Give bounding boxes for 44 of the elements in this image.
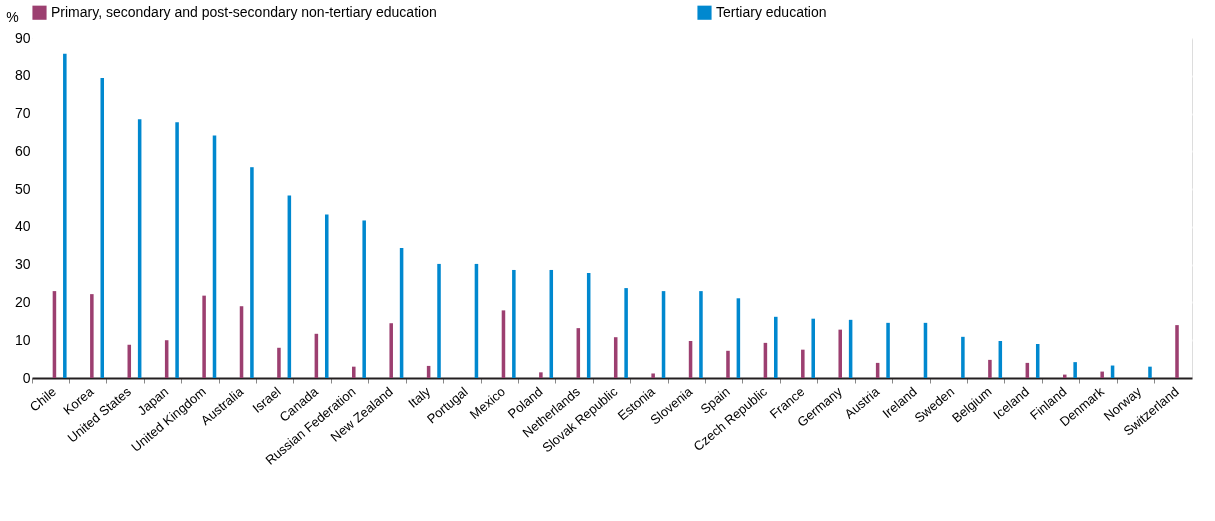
y-tick-label: 50 (14, 180, 31, 197)
y-tick-label: 10 (14, 331, 31, 348)
bar (961, 336, 965, 378)
bar (726, 350, 730, 378)
y-tick-label: 90 (14, 29, 31, 46)
bar (324, 214, 329, 378)
bar (512, 269, 516, 378)
y-tick-label: 0 (22, 369, 31, 386)
bar (1062, 374, 1067, 378)
x-tick-label: Chile (26, 383, 60, 415)
bar (250, 167, 254, 378)
legend-label: Tertiary education (716, 3, 827, 20)
legend-label: Primary, secondary and post-secondary non-tertiary education (51, 3, 437, 20)
y-tick-label: 80 (14, 67, 31, 84)
y-tick-label: 40 (14, 218, 31, 235)
bar (277, 347, 281, 378)
bar (651, 373, 655, 378)
bar (437, 263, 441, 378)
bar (539, 372, 543, 378)
bar (886, 322, 890, 378)
bar (175, 122, 179, 378)
bar (90, 294, 94, 378)
y-tick-label: 20 (14, 293, 31, 310)
bar (389, 323, 393, 378)
bar (1073, 362, 1077, 378)
bar (624, 288, 628, 378)
bar (1148, 366, 1152, 378)
y-tick-label: 60 (14, 142, 31, 159)
bar (1175, 325, 1179, 378)
bar (1100, 371, 1104, 378)
bar (774, 316, 778, 378)
bar (801, 349, 805, 378)
bar (362, 220, 366, 378)
y-axis-title: % (6, 8, 19, 25)
bar (838, 329, 842, 378)
bar (63, 53, 67, 378)
bar (202, 295, 206, 378)
bar (811, 318, 815, 378)
bar (988, 359, 992, 378)
bar (699, 291, 703, 378)
y-tick-label: 30 (14, 256, 31, 273)
bar (352, 366, 356, 378)
y-tick-label: 70 (14, 105, 31, 122)
bar (100, 78, 105, 378)
